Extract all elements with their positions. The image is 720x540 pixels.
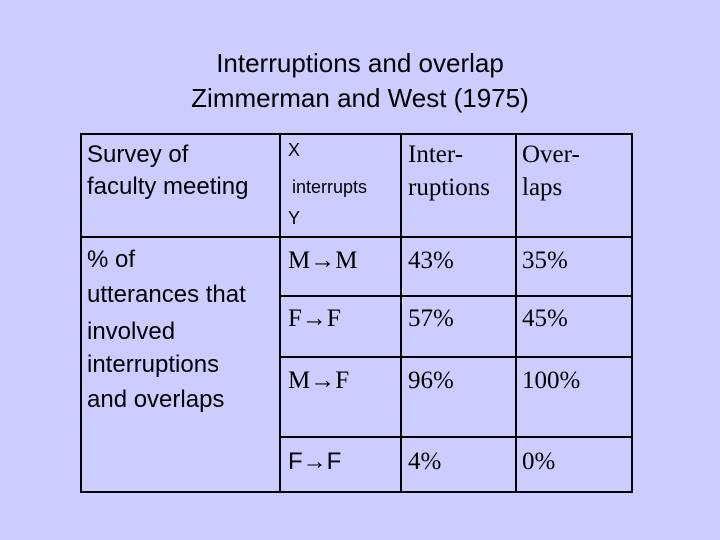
row-label: interruptions — [87, 351, 220, 378]
cell: 4% — [408, 448, 442, 475]
title-line: Interruptions and overlap — [216, 48, 504, 78]
header-cell: faculty meeting — [87, 173, 249, 200]
cell: 43% — [408, 247, 454, 274]
header-cell: X — [288, 140, 301, 160]
header-cell: Survey of — [87, 141, 189, 168]
header-cell: Over- — [522, 141, 580, 168]
cell: F→F — [288, 305, 341, 332]
cell: 35% — [522, 247, 568, 274]
cell: 100% — [522, 367, 581, 394]
header-cell: Inter- — [408, 141, 464, 168]
header-cell: laps — [522, 174, 563, 201]
title-line: Zimmerman and West (1975) — [191, 83, 529, 113]
cell: 96% — [408, 367, 454, 394]
row-label: and overlaps — [87, 386, 225, 413]
cell: M→F — [288, 367, 350, 394]
cell: 57% — [408, 305, 454, 332]
cell: 0% — [522, 448, 556, 475]
header-cell: Y — [288, 208, 301, 228]
cell: F→F — [288, 448, 342, 475]
cell: M→M — [288, 247, 358, 274]
row-label: % of — [87, 246, 136, 273]
header-cell: ruptions — [408, 174, 490, 201]
row-label: involved — [87, 318, 176, 345]
cell: 45% — [522, 305, 568, 332]
row-label: utterances that — [87, 281, 246, 308]
header-cell: interrupts — [292, 177, 368, 197]
